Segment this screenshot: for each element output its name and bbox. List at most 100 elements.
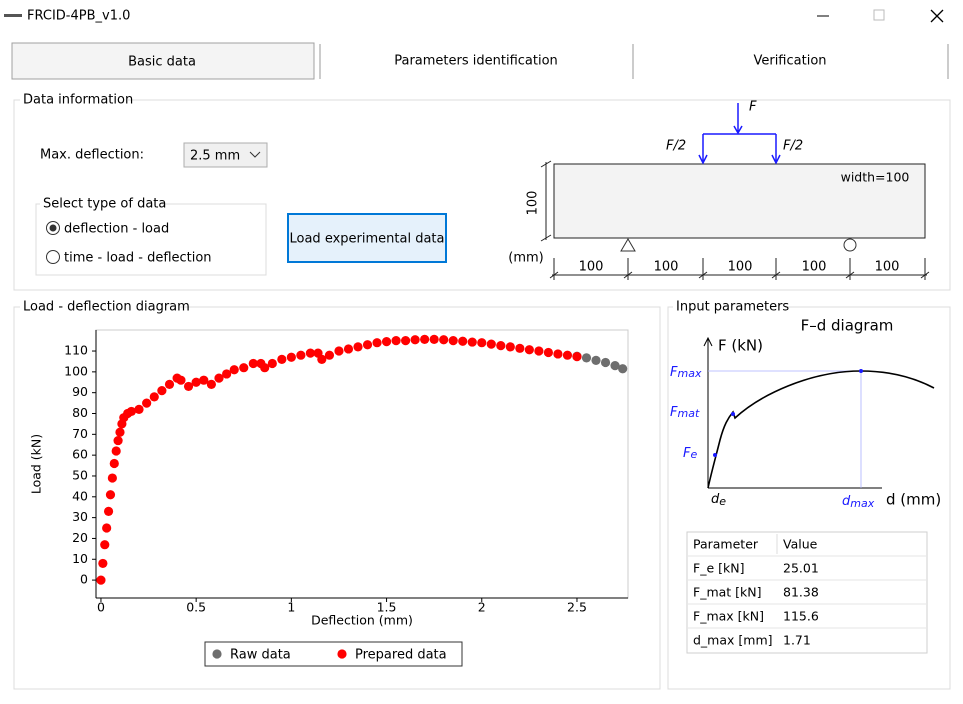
data-point xyxy=(206,379,216,389)
x-tick-label: 0.5 xyxy=(186,600,206,615)
y-tick-label: 60 xyxy=(72,447,88,462)
data-point xyxy=(334,346,344,356)
header-cell: Value xyxy=(783,537,818,552)
x-tick-label: 2 xyxy=(478,600,486,615)
data-point xyxy=(572,352,582,362)
data-point xyxy=(107,473,117,483)
data-point xyxy=(324,350,335,360)
y-axis-title: Load (kN) xyxy=(29,434,44,494)
data-point xyxy=(439,335,449,345)
radio-label[interactable]: time - load - deflection xyxy=(64,251,212,266)
data-point xyxy=(164,379,175,389)
data-point xyxy=(458,336,468,346)
data-point xyxy=(176,375,186,385)
group-box xyxy=(13,306,661,690)
group-title: Load - deflection diagram xyxy=(23,300,190,315)
load-button[interactable] xyxy=(287,213,447,263)
diagram-x-label: d (mm) xyxy=(886,491,941,509)
half-force-arrows xyxy=(698,133,781,165)
half-force-label: F/2 xyxy=(666,139,686,154)
y-tick-label: 20 xyxy=(72,530,88,545)
data-point xyxy=(199,375,209,385)
table-cell: 1.71 xyxy=(783,633,811,648)
data-point xyxy=(239,363,249,373)
data-point xyxy=(149,392,159,402)
data-point xyxy=(109,458,119,469)
diagram-label: Fmax xyxy=(670,365,702,381)
data-point xyxy=(113,435,123,446)
y-tick-label: 30 xyxy=(72,509,88,524)
tab[interactable]: Basic data xyxy=(128,55,196,70)
tab-selected-frame xyxy=(11,42,315,80)
force-label: F xyxy=(749,100,757,115)
tab-bar: Basic data Parameters identification Ver… xyxy=(11,42,949,80)
roller-support xyxy=(843,238,857,252)
label-sub: max xyxy=(850,497,874,510)
maximize-button[interactable] xyxy=(873,9,885,21)
data-point xyxy=(381,337,392,347)
select-arrow xyxy=(249,151,261,158)
diagram-label: de xyxy=(711,492,726,509)
table-cell: F_mat [kN] xyxy=(693,585,762,600)
diagram-point xyxy=(713,453,717,457)
span-dimensions xyxy=(549,258,930,280)
table-cell: 81.38 xyxy=(783,585,819,600)
radio-button[interactable] xyxy=(46,250,60,264)
legend-label: Prepared data xyxy=(355,648,447,663)
parameter-table: Parameter Value F_e [kN] 25.01 F_mat [kN] 81.… xyxy=(686,531,928,654)
field-label: Max. deflection: xyxy=(40,148,144,163)
data-point xyxy=(581,353,592,363)
window-title: FRCID-4PB_v1.0 xyxy=(27,9,130,24)
group-box xyxy=(13,99,951,291)
radio-label[interactable]: deflection - load xyxy=(64,222,169,237)
data-point xyxy=(591,355,601,366)
y-tick-label: 10 xyxy=(72,551,88,566)
span-label: 100 xyxy=(802,260,827,275)
force-arrow xyxy=(733,103,743,135)
data-point xyxy=(260,363,270,373)
data-point xyxy=(296,350,306,360)
data-point xyxy=(372,338,382,348)
data-point xyxy=(429,334,439,344)
span-label: 100 xyxy=(728,260,753,275)
y-tick-label: 110 xyxy=(64,343,88,358)
data-point xyxy=(420,334,430,344)
diagram-label: Fe xyxy=(683,446,697,462)
beam-width-label: width=100 xyxy=(841,170,910,185)
legend-marker xyxy=(212,649,222,659)
tab[interactable]: Verification xyxy=(753,54,826,69)
data-point xyxy=(229,365,239,375)
table-cell: F_e [kN] xyxy=(693,561,744,576)
x-tick-label: 1.5 xyxy=(377,600,397,615)
plot-area xyxy=(95,329,629,599)
y-tick-label: 50 xyxy=(72,467,88,482)
y-tick-label: 100 xyxy=(64,363,88,378)
radio-dot xyxy=(49,224,57,232)
data-point xyxy=(410,335,420,345)
data-point xyxy=(111,446,121,456)
span-label: 100 xyxy=(654,260,679,275)
select-value: 2.5 mm xyxy=(190,149,240,164)
y-tick-label: 0 xyxy=(80,572,88,587)
data-point xyxy=(134,404,144,414)
group-title-background xyxy=(40,196,162,212)
diagram-y-label: F (kN) xyxy=(718,337,763,355)
data-point xyxy=(505,342,515,352)
group-title: Input parameters xyxy=(676,300,789,315)
data-point xyxy=(618,364,628,374)
group-title: Select type of data xyxy=(43,197,166,212)
diagram-point xyxy=(859,369,863,373)
beam xyxy=(553,163,926,239)
diagram-point xyxy=(731,412,735,416)
table-header xyxy=(688,533,926,556)
tab[interactable]: Parameters identification xyxy=(394,54,558,69)
span-label: 100 xyxy=(875,260,900,275)
x-axis-title: Deflection (mm) xyxy=(311,613,413,628)
data-point xyxy=(477,338,487,348)
data-point xyxy=(191,377,201,387)
data-point xyxy=(105,490,116,500)
data-point xyxy=(183,381,194,392)
label-main: F xyxy=(683,446,691,461)
data-point xyxy=(543,347,554,358)
close-button[interactable] xyxy=(930,9,944,23)
